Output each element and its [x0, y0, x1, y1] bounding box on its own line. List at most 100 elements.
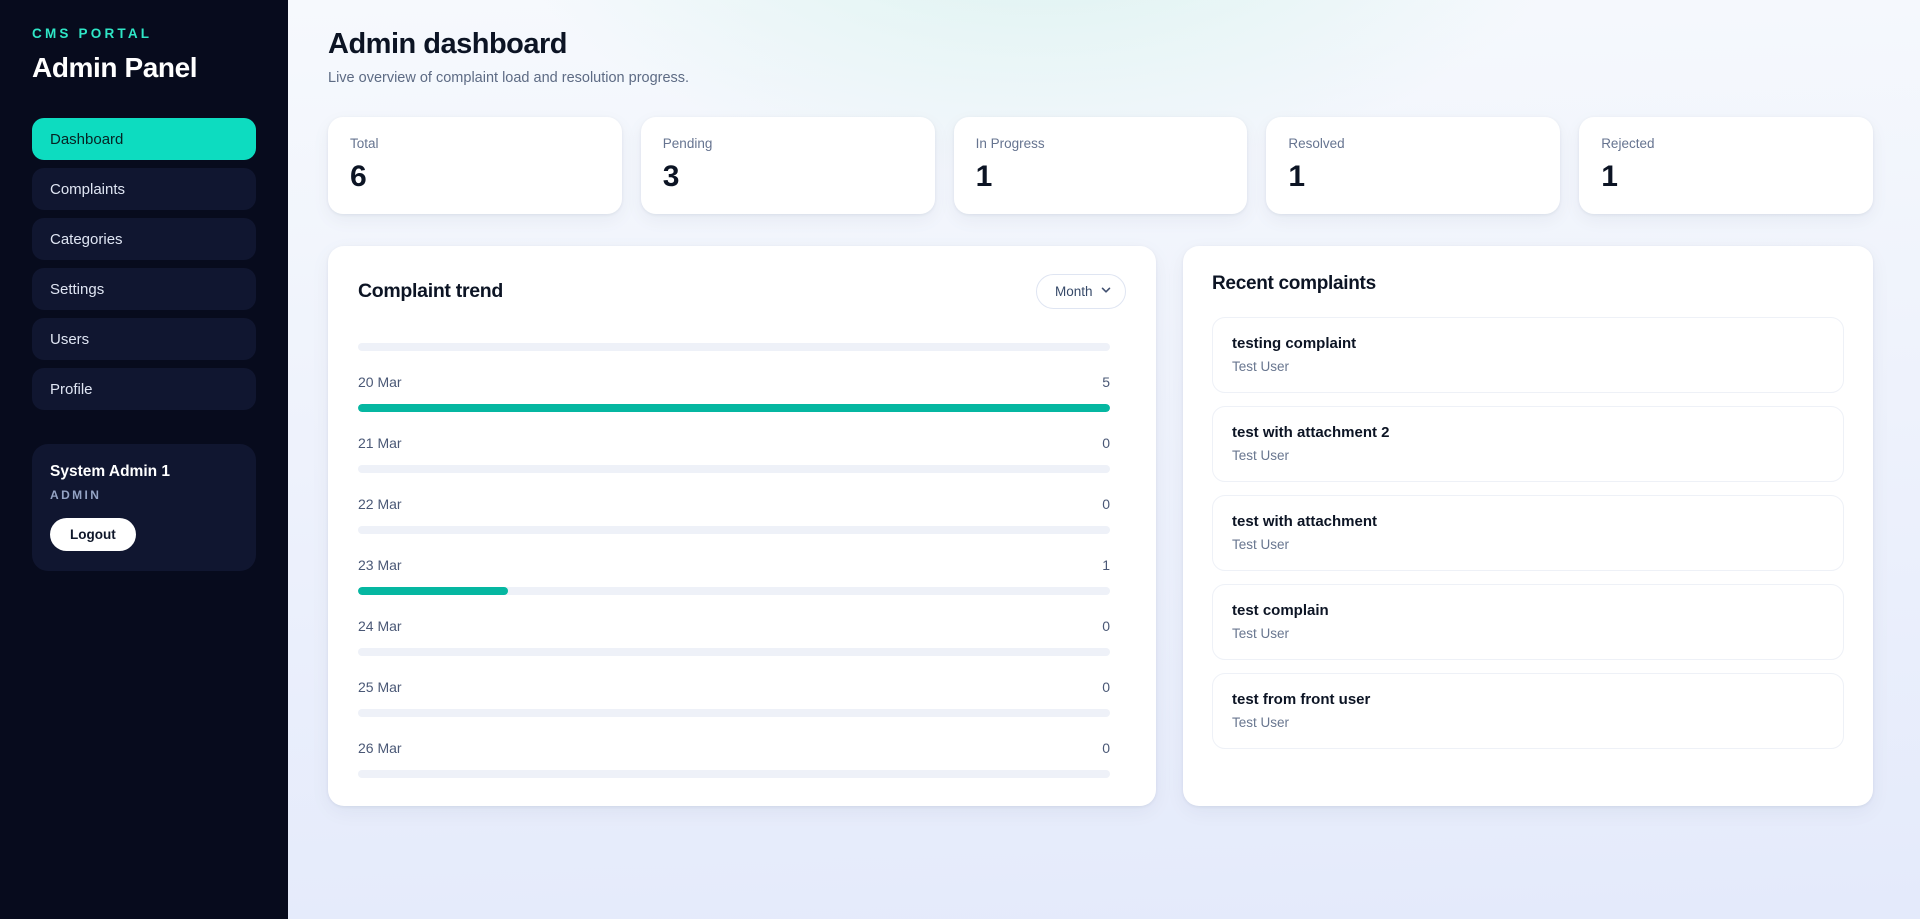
- stat-label: In Progress: [975, 136, 1045, 151]
- trend-bar-track: [358, 404, 1110, 412]
- recent-complaint-title: test from front user: [1232, 691, 1371, 708]
- stat-label: Total: [350, 136, 379, 151]
- recent-complaint-item[interactable]: testing complaint Test User: [1212, 317, 1844, 393]
- stat-value: 1: [1601, 160, 1618, 193]
- stat-label: Rejected: [1601, 136, 1655, 151]
- user-role-badge: ADMIN: [50, 488, 102, 502]
- trend-value-label: 0: [1102, 496, 1110, 512]
- trend-row-meta: 22 Mar 0: [358, 496, 1110, 512]
- trend-value-label: 0: [1102, 679, 1110, 695]
- trend-date-label: 20 Mar: [358, 374, 402, 390]
- sidebar-item-profile[interactable]: Profile: [32, 368, 256, 410]
- trend-value-label: 0: [1102, 435, 1110, 451]
- trend-row-meta: 23 Mar 1: [358, 557, 1110, 573]
- recent-complaint-item[interactable]: test with attachment Test User: [1212, 495, 1844, 571]
- trend-row: 23 Mar 1: [358, 557, 1110, 595]
- recent-complaint-title: test with attachment 2: [1232, 424, 1390, 441]
- trend-range-select[interactable]: WeekMonthYear: [1036, 274, 1126, 309]
- trend-value-label: 0: [1102, 740, 1110, 756]
- trend-panel-title: Complaint trend: [358, 280, 503, 302]
- trend-value-label: 1: [1102, 557, 1110, 573]
- trend-bar-fill: [358, 404, 1110, 412]
- logout-button[interactable]: Logout: [50, 518, 136, 551]
- trend-value-label: 5: [1102, 374, 1110, 390]
- brand-eyebrow: CMS PORTAL: [32, 26, 153, 41]
- trend-bar-track: [358, 648, 1110, 656]
- sidebar-item-label: Dashboard: [50, 130, 124, 148]
- trend-row: 24 Mar 0: [358, 618, 1110, 656]
- recent-complaints-list: testing complaint Test User test with atta…: [1212, 317, 1844, 749]
- recent-complaint-user: Test User: [1232, 448, 1290, 463]
- brand-title: Admin Panel: [32, 52, 198, 83]
- sidebar-item-label: Users: [50, 330, 90, 348]
- recent-complaint-title: test with attachment: [1232, 513, 1378, 530]
- sidebar-item-dashboard[interactable]: Dashboard: [32, 118, 256, 160]
- trend-bar-track: [358, 770, 1110, 778]
- trend-bar-fill: [358, 587, 509, 595]
- recent-complaint-user: Test User: [1232, 359, 1290, 374]
- trend-value-label: 0: [1102, 618, 1110, 634]
- sidebar-item-label: Profile: [50, 380, 93, 398]
- sidebar-item-users[interactable]: Users: [32, 318, 256, 360]
- recent-panel-title: Recent complaints: [1212, 273, 1376, 294]
- recent-complaint-user: Test User: [1232, 626, 1290, 641]
- trend-row: 20 Mar 5: [358, 374, 1110, 412]
- trend-date-label: 23 Mar: [358, 557, 402, 573]
- trend-row-meta: 20 Mar 5: [358, 374, 1110, 390]
- sidebar-nav: Dashboard Complaints Categories Settings…: [0, 118, 288, 410]
- page-subtitle: Live overview of complaint load and reso…: [328, 70, 690, 86]
- trend-row: 25 Mar 0: [358, 679, 1110, 717]
- stat-card-resolved: Resolved 1: [1266, 117, 1561, 214]
- sidebar: CMS PORTAL Admin Panel Dashboard Complai…: [0, 0, 288, 919]
- trend-date-label: 24 Mar: [358, 618, 402, 634]
- trend-row: 22 Mar 0: [358, 496, 1110, 534]
- recent-complaint-user: Test User: [1232, 715, 1290, 730]
- stat-card-total: Total 6: [328, 117, 622, 214]
- trend-row-meta: 24 Mar 0: [358, 618, 1110, 634]
- trend-panel-header: Complaint trend WeekMonthYear: [358, 274, 1126, 309]
- trend-row-meta: 21 Mar 0: [358, 435, 1110, 451]
- trend-bar-track: [358, 465, 1110, 473]
- trend-row-meta: 25 Mar 0: [358, 679, 1110, 695]
- stat-value: 1: [975, 160, 993, 193]
- sidebar-item-categories[interactable]: Categories: [32, 218, 256, 260]
- stat-card-in-progress: In Progress 1: [953, 117, 1248, 214]
- trend-bar-track: [358, 343, 1110, 351]
- stats-row: Total 6 Pending 3 In Progress 1 Resolved…: [328, 117, 1873, 214]
- page-title: Admin dashboard: [328, 28, 568, 60]
- stat-card-pending: Pending 3: [640, 117, 935, 214]
- recent-complaint-user: Test User: [1232, 537, 1290, 552]
- stat-label: Resolved: [1288, 136, 1345, 151]
- trend-bar-track: [358, 526, 1110, 534]
- sidebar-item-label: Settings: [50, 280, 105, 298]
- sidebar-item-complaints[interactable]: Complaints: [32, 168, 256, 210]
- user-name: System Admin 1: [50, 463, 171, 480]
- trend-date-label: 25 Mar: [358, 679, 402, 695]
- trend-date-label: 21 Mar: [358, 435, 402, 451]
- recent-complaint-item[interactable]: test complain Test User: [1212, 584, 1844, 660]
- trend-row: 26 Mar 0: [358, 740, 1110, 778]
- stat-value: 6: [350, 160, 367, 193]
- range-select-wrap: WeekMonthYear: [1036, 274, 1126, 309]
- user-card: System Admin 1 ADMIN Logout: [32, 444, 256, 571]
- stat-value: 1: [1288, 160, 1305, 193]
- sidebar-item-label: Categories: [50, 230, 123, 248]
- recent-complaints-panel: Recent complaints testing complaint Test …: [1183, 246, 1873, 806]
- trend-date-label: 26 Mar: [358, 740, 402, 756]
- recent-complaint-title: test complain: [1232, 602, 1329, 619]
- trend-date-label: 22 Mar: [358, 496, 402, 512]
- recent-complaint-item[interactable]: test with attachment 2 Test User: [1212, 406, 1844, 482]
- recent-complaint-title: testing complaint: [1232, 335, 1357, 352]
- trend-bar-track: [358, 709, 1110, 717]
- trend-row: 21 Mar 0: [358, 435, 1110, 473]
- main-content: Admin dashboard Live overview of complai…: [288, 0, 1920, 919]
- sidebar-item-settings[interactable]: Settings: [32, 268, 256, 310]
- recent-complaint-item[interactable]: test from front user Test User: [1212, 673, 1844, 749]
- stat-value: 3: [662, 160, 680, 193]
- stat-label: Pending: [662, 136, 713, 151]
